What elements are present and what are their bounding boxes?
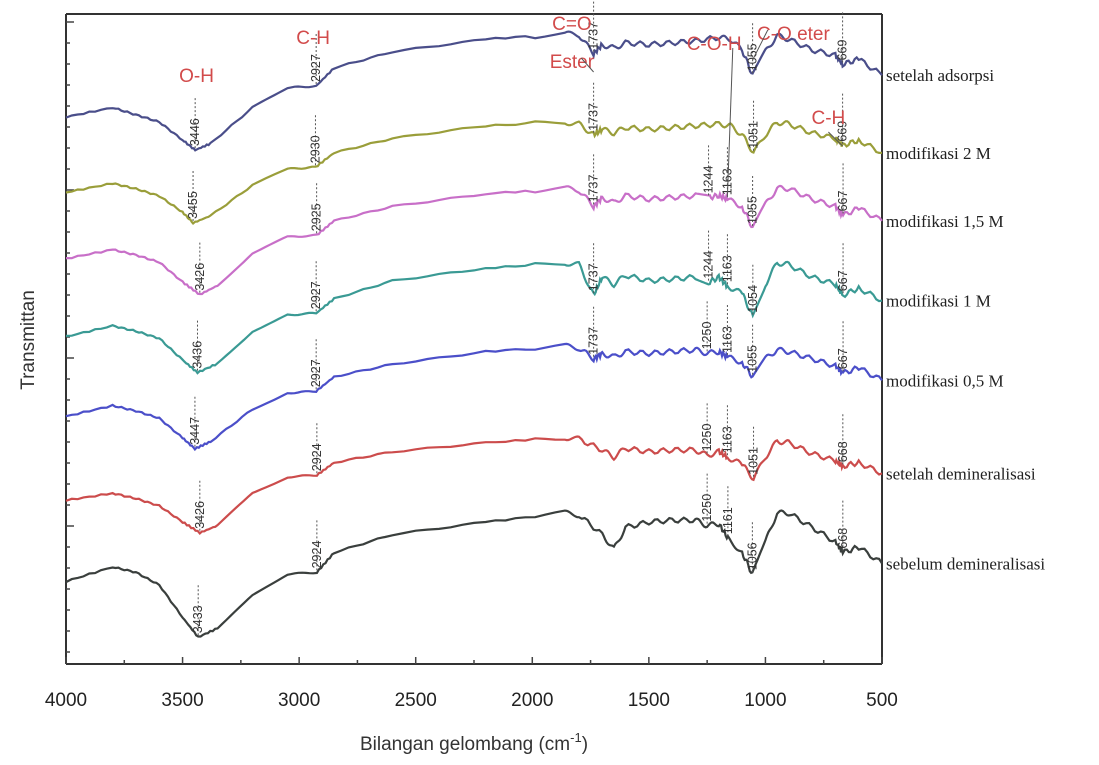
x-tick-label: 1000 [744, 690, 786, 711]
peak-label: 2927 [309, 281, 323, 309]
series-line [65, 509, 883, 638]
peak-label: 3426 [193, 501, 207, 529]
series-label: modifikasi 1 M [886, 292, 991, 311]
x-tick-label: 1500 [628, 690, 670, 711]
peak-label: 1161 [721, 507, 735, 534]
group-label: Ester [550, 52, 595, 73]
series-line [65, 184, 883, 296]
peak-label: 1250 [700, 322, 714, 350]
peak-label: 669 [836, 121, 850, 142]
series-label: modifikasi 2 M [886, 144, 991, 163]
peak-label: 1055 [746, 345, 760, 373]
peak-label: 668 [836, 528, 850, 549]
y-axis-title: Transmittan [18, 290, 39, 390]
series-label: sebelum demineralisasi [886, 554, 1045, 573]
group-label: C=O [552, 14, 592, 35]
x-tick-label: 3000 [278, 690, 320, 711]
peak-label: 667 [836, 190, 850, 211]
peak-label: 1163 [720, 255, 734, 282]
y-axis-ticks [66, 21, 74, 653]
peak-label: 1244 [702, 166, 716, 194]
x-tick-label: 4000 [45, 690, 87, 711]
series-label: setelah demineralisasi [886, 464, 1036, 483]
leader-line [828, 131, 843, 147]
peak-label: 669 [836, 39, 850, 60]
x-axis-ticks [65, 657, 883, 664]
series-label: modifikasi 1,5 M [886, 212, 1004, 231]
peak-label: 2930 [308, 135, 322, 163]
peak-annotations: 3446 2927 1737 1055 669 3455 2930 1737 1051 669 34… [186, 1, 850, 638]
peak-label: 3426 [193, 263, 207, 291]
x-tick-label: 500 [866, 690, 898, 711]
peak-label: 1737 [587, 263, 601, 291]
peak-label: 3447 [188, 417, 202, 445]
peak-label: 1054 [746, 285, 760, 313]
group-label: C-H [296, 28, 330, 49]
peak-label: 1163 [720, 326, 734, 353]
peak-label: 1250 [700, 424, 714, 452]
peak-label: 1055 [746, 43, 760, 71]
peak-label: 1737 [587, 175, 601, 203]
peak-label: 1051 [747, 121, 761, 149]
x-axis-title: Bilangan gelombang (cm-1) [360, 730, 588, 755]
group-label: O-H [179, 66, 214, 87]
x-tick-label: 3500 [161, 690, 203, 711]
series-line [65, 342, 883, 452]
series-line [65, 435, 883, 535]
peak-label: 668 [836, 441, 850, 462]
peak-label: 3455 [186, 191, 200, 219]
x-tick-label: 2500 [395, 690, 437, 711]
group-label: C-O eter [757, 24, 831, 45]
series-line [65, 260, 883, 375]
peak-label: 1051 [747, 447, 761, 475]
leader-line [726, 47, 734, 197]
peak-label: 1737 [587, 22, 601, 50]
peak-label: 667 [836, 270, 850, 291]
leader-line [580, 57, 594, 73]
peak-label: 1056 [745, 542, 759, 570]
peak-label: 1737 [587, 327, 601, 355]
peak-label: 2927 [309, 54, 323, 82]
series-line [65, 120, 883, 226]
peak-label: 1163 [720, 168, 734, 195]
x-tick-label: 2000 [511, 690, 553, 711]
series-line [65, 30, 883, 152]
plot-frame [65, 13, 883, 665]
peak-label: 2924 [310, 443, 324, 471]
peak-label: 3436 [190, 341, 204, 369]
series-layer [65, 30, 883, 638]
peak-label: 3433 [191, 605, 205, 633]
group-label: C-O-H [687, 34, 742, 55]
peak-label: 1163 [720, 426, 734, 453]
functional-group-labels: O-H C-H C=O Ester C-O-H C-O eter C-H [179, 14, 845, 197]
peak-label: 3446 [188, 118, 202, 146]
peak-label: 2927 [309, 359, 323, 387]
x-axis-tick-labels: 4000 3500 3000 2500 2000 1500 1000 500 [45, 690, 898, 711]
series-label: setelah adsorpsi [886, 66, 994, 85]
peak-label: 1244 [702, 251, 716, 279]
peak-label: 2925 [310, 203, 324, 231]
peak-label: 1250 [700, 494, 714, 522]
peak-label: 1737 [587, 103, 601, 131]
series-labels: setelah adsorpsi modifikasi 2 M modifikasi… [886, 66, 1045, 573]
peak-label: 667 [836, 348, 850, 369]
group-label: C-H [811, 108, 845, 129]
series-label: modifikasi 0,5 M [886, 371, 1004, 390]
peak-label: 2924 [310, 541, 324, 569]
leader-line [752, 29, 769, 61]
peak-label: 1055 [746, 196, 760, 224]
